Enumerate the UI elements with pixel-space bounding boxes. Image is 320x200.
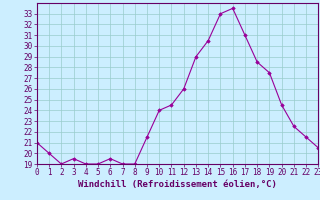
X-axis label: Windchill (Refroidissement éolien,°C): Windchill (Refroidissement éolien,°C): [78, 180, 277, 189]
